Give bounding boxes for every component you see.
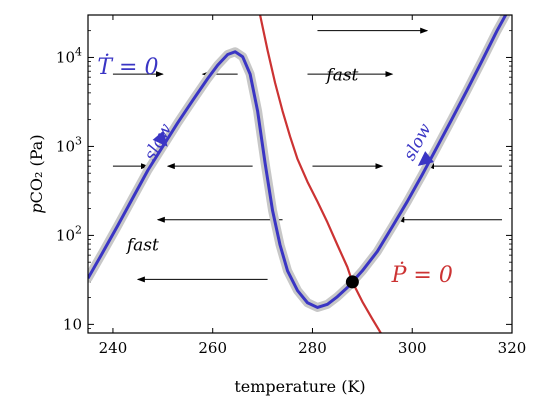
direction-arrows: [112, 27, 503, 283]
x-axis-label: temperature (K): [234, 377, 365, 396]
curve-direction-arrow: [152, 130, 168, 147]
x-tick-label: 280: [298, 339, 327, 357]
x-tick-label: 260: [198, 339, 227, 357]
annotation-label: fast: [125, 235, 159, 255]
ticks-layer: 240 260 280 300 320 10 102 103 104: [56, 14, 527, 357]
annotation-label: fast: [324, 66, 358, 86]
series-line-t-dot: [88, 15, 508, 309]
plot-frame: [87, 14, 513, 334]
y-tick-label: 10: [63, 315, 82, 333]
x-tick-label: 300: [398, 339, 427, 357]
x-tick-label: 240: [99, 339, 128, 357]
series-line-p-dot: [259, 15, 383, 333]
y-tick-label: 104: [56, 45, 82, 66]
y-tick-label: 103: [56, 134, 82, 155]
y-tick-label: 102: [56, 223, 82, 244]
series-lines: [88, 15, 511, 333]
annotation-label: Ṫ = 0: [97, 53, 158, 80]
curve-direction-arrow: [417, 151, 434, 167]
y-axis-label: pCO₂ (Pa): [27, 134, 46, 213]
equilibrium-point: [345, 275, 359, 289]
x-tick-label: 320: [498, 339, 527, 357]
annotation-label: Ṗ = 0: [391, 261, 453, 288]
